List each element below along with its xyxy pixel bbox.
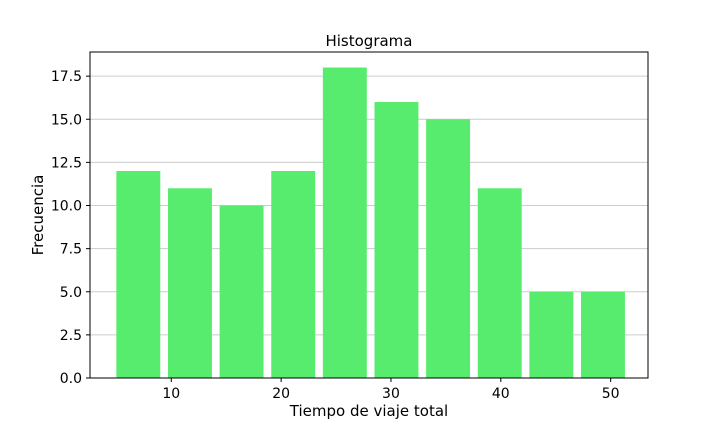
y-tick-label: 7.5 — [60, 242, 82, 258]
bars — [116, 67, 625, 379]
y-tick-label: 17.5 — [51, 69, 82, 85]
x-tick-label: 50 — [602, 386, 620, 402]
histogram-bar — [271, 171, 316, 378]
axis-ticks: 0.0 2.5 5.0 7.5 10.0 12.5 15.0 17.5 10 20 30 40 50 — [51, 69, 620, 402]
y-tick-label: 5.0 — [60, 285, 82, 301]
x-axis-label: Tiempo de viaje total — [289, 402, 448, 420]
histogram-bar — [426, 119, 471, 379]
y-tick-label: 0.0 — [60, 371, 82, 387]
x-tick-label: 10 — [162, 386, 180, 402]
y-tick-label: 10.0 — [51, 199, 82, 215]
y-tick-label: 15.0 — [51, 112, 82, 128]
x-tick-label: 20 — [272, 386, 290, 402]
histogram-bar — [219, 205, 264, 378]
histogram-bar — [167, 188, 212, 378]
histogram-bar — [374, 102, 419, 378]
y-tick-label: 12.5 — [51, 155, 82, 171]
x-tick-label: 30 — [382, 386, 400, 402]
chart-title: Histograma — [325, 32, 412, 50]
histogram-bar — [580, 291, 625, 378]
histogram-bar — [322, 67, 367, 379]
plot-frame — [89, 51, 649, 379]
y-tick-label: 2.5 — [60, 328, 82, 344]
histogram-bar — [529, 291, 574, 378]
x-tick-label: 40 — [492, 386, 510, 402]
histogram-bar — [477, 188, 522, 378]
y-axis-label: Frecuencia — [29, 175, 47, 256]
histogram-bar — [116, 171, 161, 378]
